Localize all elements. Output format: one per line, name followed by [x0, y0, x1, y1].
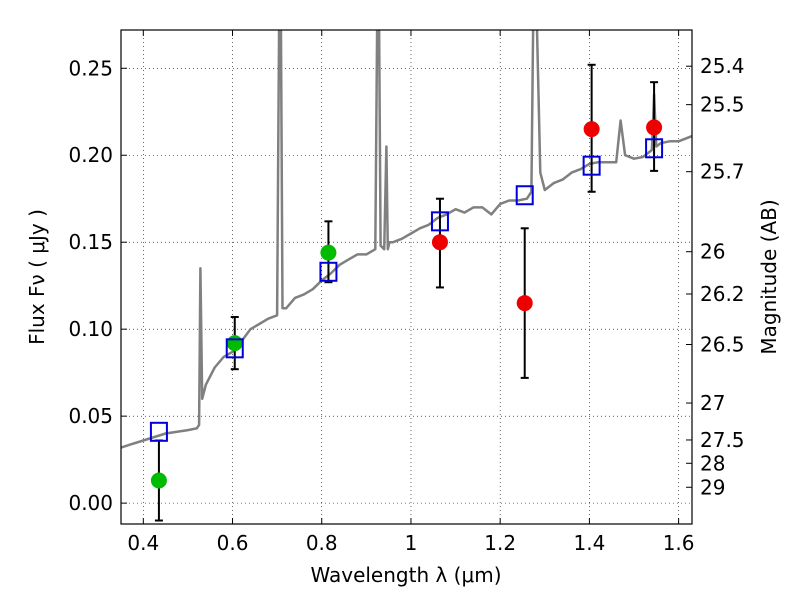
y-tick-label: 0.20	[68, 143, 113, 167]
grid-lines	[121, 30, 692, 524]
model-flux-square	[582, 155, 601, 176]
spectrum-layer	[121, 30, 692, 449]
y2-tick-label: 27	[700, 391, 725, 415]
x-tick-label: 1.6	[663, 531, 695, 555]
x-tick-label: 1.4	[573, 531, 605, 555]
y2-tick-label: 27.5	[700, 428, 745, 452]
plot-frame	[120, 29, 693, 525]
model-flux-square	[430, 211, 449, 232]
red-data-point	[646, 119, 663, 136]
y-axis-label: Flux Fν ( μJy )	[25, 209, 49, 345]
y2-axis-label: Magnitude (AB)	[757, 199, 781, 354]
data-marks	[149, 63, 664, 522]
y-tick-label: 0.05	[68, 404, 113, 428]
y2-tick-label: 26.5	[700, 332, 745, 356]
x-tick-label: 0.8	[306, 531, 338, 555]
model-flux-square	[645, 138, 664, 159]
y-tick-label: 0.10	[68, 317, 113, 341]
y2-tick-label: 28	[700, 451, 725, 475]
x-tick-label: 1.2	[484, 531, 516, 555]
y2-tick-label: 26	[700, 240, 725, 264]
y-tick-label: 0.25	[68, 56, 113, 80]
model-flux-square	[149, 421, 168, 442]
model-flux-square	[319, 261, 338, 282]
y-tick-label: 0.00	[68, 491, 113, 515]
y2-tick-label: 25.4	[700, 54, 745, 78]
green-data-point	[320, 244, 337, 261]
red-data-point	[516, 295, 533, 312]
model-flux-square	[515, 185, 534, 206]
red-data-point	[431, 234, 448, 251]
y2-tick-label: 25.5	[700, 93, 745, 117]
y-tick-label: 0.15	[68, 230, 113, 254]
y2-tick-label: 26.2	[700, 282, 745, 306]
axis-ticks: 0.4 0.6 0.8 1 1.2 1.4 1.6 0.00 0.05 0.10 0.15 0.20 0…	[68, 30, 745, 555]
green-data-point	[226, 335, 243, 352]
y2-tick-label: 25.7	[700, 160, 745, 184]
x-tick-label: 0.4	[127, 531, 159, 555]
model-spectrum-line	[121, 30, 692, 449]
x-axis-label: Wavelength λ (μm)	[310, 563, 501, 587]
model-flux-square	[225, 338, 244, 359]
x-tick-label: 0.6	[217, 531, 249, 555]
x-tick-label: 1	[405, 531, 418, 555]
y2-tick-label: 29	[700, 475, 725, 499]
red-data-point	[583, 121, 600, 138]
green-data-point	[150, 472, 167, 489]
